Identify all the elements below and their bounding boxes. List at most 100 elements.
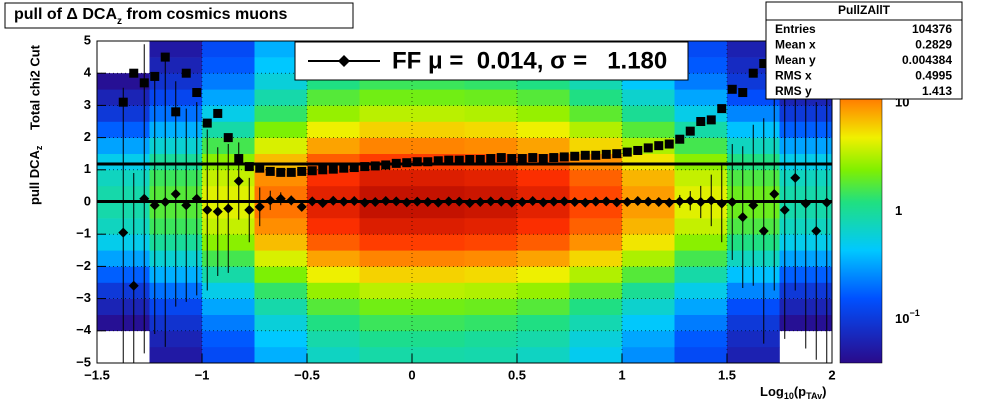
- mean-marker: [170, 188, 181, 199]
- heat-cell: [254, 346, 308, 363]
- mean-marker: [695, 197, 706, 207]
- heat-cell: [412, 346, 465, 363]
- mean-marker: [611, 197, 622, 208]
- stats-key: Mean x: [775, 38, 816, 52]
- sigma-marker: [759, 59, 769, 69]
- heat-cell: [569, 346, 623, 363]
- heat-cell: [307, 202, 360, 219]
- mean-marker: [821, 197, 832, 208]
- sigma-marker: [339, 163, 349, 173]
- heat-cell: [202, 41, 255, 58]
- y-tick-label: 0: [84, 193, 91, 208]
- stats-value: 1.413: [922, 84, 952, 98]
- x-tick-label: −1: [195, 367, 210, 382]
- mean-marker: [422, 197, 433, 207]
- heat-cell: [254, 105, 308, 122]
- mean-marker: [706, 195, 717, 206]
- x-tick-label: 0: [408, 367, 415, 382]
- heat-cell: [569, 282, 623, 299]
- stats-frame: [765, 1, 963, 100]
- x-label-text: (p: [794, 384, 806, 399]
- heat-cell: [359, 314, 413, 332]
- heat-cell: [254, 314, 308, 332]
- title-rest: from cosmics muons: [122, 6, 287, 23]
- heat-cell: [622, 89, 675, 106]
- y-axis-label: Total chi2 Cut: [27, 44, 42, 130]
- x-tick-label: −0.5: [294, 367, 320, 382]
- heat-cell: [359, 137, 413, 154]
- sigma-marker: [517, 154, 527, 164]
- mean-marker: [286, 195, 297, 206]
- sigma-marker: [465, 154, 475, 164]
- heat-cell: [569, 266, 623, 283]
- heat-cell: [464, 266, 518, 283]
- heat-cell: [412, 121, 465, 138]
- heat-cell: [674, 250, 728, 267]
- sigma-marker: [622, 147, 632, 157]
- heat-cell: [517, 105, 570, 122]
- sigma-marker: [580, 150, 590, 160]
- sigma-marker: [496, 153, 506, 163]
- heat-cell: [412, 330, 465, 348]
- sigma-marker: [559, 152, 569, 162]
- mean-marker: [601, 196, 612, 207]
- heat-cell: [149, 330, 203, 348]
- mean-marker: [632, 196, 643, 207]
- mean-marker: [748, 200, 759, 211]
- sigma-marker: [412, 157, 422, 167]
- heat-cell: [412, 137, 465, 154]
- heat-cell: [674, 266, 728, 283]
- sigma-marker: [244, 162, 254, 172]
- heat-cell: [622, 169, 675, 187]
- mean-marker: [317, 197, 328, 208]
- mean-marker: [307, 196, 318, 207]
- heat-cell: [517, 218, 570, 235]
- mean-marker: [359, 197, 370, 208]
- heat-cell: [674, 314, 728, 332]
- x-label-sub: TAv: [806, 391, 822, 401]
- sigma-marker: [223, 133, 233, 143]
- heat-cell: [149, 298, 203, 315]
- sigma-marker: [738, 88, 748, 98]
- heat-cell: [569, 250, 623, 267]
- mean-marker: [328, 195, 339, 206]
- y-tick-label: 2: [84, 129, 91, 144]
- mean-marker: [128, 280, 139, 291]
- heat-cell: [149, 346, 203, 363]
- heat-cell: [202, 121, 255, 138]
- heat-cell: [674, 89, 728, 106]
- sigma-marker: [297, 166, 307, 176]
- heat-cell: [727, 346, 780, 363]
- sigma-marker: [706, 115, 716, 125]
- x-tick-label: 1: [618, 367, 625, 382]
- sigma-marker: [507, 154, 517, 164]
- heat-cell: [569, 169, 623, 187]
- heat-cell: [202, 330, 255, 348]
- heat-cell: [254, 266, 308, 283]
- sigma-marker: [318, 165, 328, 175]
- heat-cell: [359, 169, 413, 187]
- heat-cell: [517, 137, 570, 154]
- mean-marker: [664, 197, 675, 208]
- heat-cell: [412, 282, 465, 299]
- y-tick-label: 4: [84, 65, 92, 80]
- y-tick-label: 1: [84, 161, 91, 176]
- mean-marker: [212, 206, 223, 217]
- mean-marker: [758, 225, 769, 236]
- mean-marker: [643, 196, 654, 207]
- z-tick-exp: −1: [909, 308, 919, 318]
- heat-cell: [202, 346, 255, 363]
- x-tick-label: 1.5: [718, 367, 736, 382]
- mean-marker: [254, 201, 265, 212]
- sigma-marker: [612, 149, 622, 159]
- mean-marker: [233, 176, 244, 187]
- heat-cell: [517, 89, 570, 106]
- sigma-marker: [234, 154, 244, 164]
- mean-marker: [475, 197, 486, 207]
- title-sub: z: [117, 16, 122, 27]
- heat-cell: [674, 153, 728, 171]
- heat-cell: [254, 218, 308, 235]
- sigma-marker: [192, 88, 202, 98]
- mean-marker: [265, 195, 276, 206]
- profile: [118, 41, 832, 363]
